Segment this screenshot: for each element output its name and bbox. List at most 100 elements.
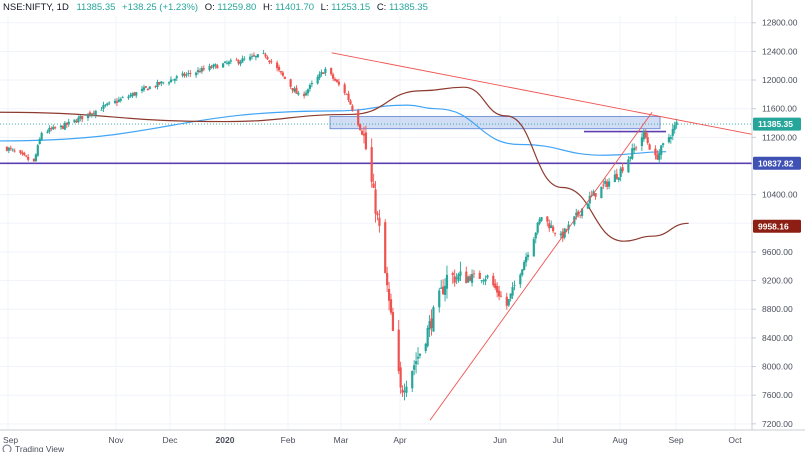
candle-body	[532, 239, 535, 257]
candle-body	[262, 53, 265, 54]
candle	[160, 81, 163, 87]
time-tick-label: Nov	[108, 435, 124, 445]
candle	[94, 110, 97, 119]
price-tick-label: 12000.00	[762, 75, 798, 85]
candle	[54, 126, 57, 130]
candle	[532, 237, 535, 257]
candle-body	[61, 125, 64, 129]
candle	[494, 279, 497, 291]
candle-body	[523, 262, 526, 271]
candle	[492, 272, 495, 288]
symbol-label[interactable]: NSE:NIFTY, 1D	[3, 2, 69, 13]
candle-body	[428, 321, 431, 330]
candle-body	[627, 159, 630, 173]
candle-body	[11, 149, 14, 151]
candle-body	[183, 73, 186, 77]
candle	[523, 260, 526, 271]
candle	[276, 60, 279, 72]
price-tick-label: 8800.00	[762, 304, 793, 314]
candle-body	[580, 208, 584, 217]
candle	[330, 67, 333, 76]
candle	[108, 101, 111, 106]
candle-body	[108, 102, 111, 104]
open-value: 11259.80	[217, 2, 256, 13]
candle	[237, 59, 240, 66]
candle	[372, 173, 375, 189]
candle-body	[469, 276, 472, 281]
candle	[241, 55, 244, 63]
candle	[525, 252, 528, 267]
candle	[11, 148, 14, 152]
candle	[550, 220, 553, 229]
candle	[23, 151, 26, 157]
candle	[21, 150, 24, 156]
candle-body	[401, 389, 404, 393]
symbol-legend[interactable]: NSE:NIFTY, 1D 11385.35 +138.25 (+1.23%) …	[3, 2, 428, 13]
candle	[604, 178, 607, 188]
candle	[194, 71, 198, 78]
close-label: C:	[377, 2, 387, 13]
candle	[223, 61, 227, 64]
candle-body	[673, 125, 676, 130]
candle-body	[372, 183, 375, 188]
candle	[607, 178, 611, 190]
candle-body	[46, 131, 49, 133]
candle-body	[550, 225, 553, 228]
candle-body	[86, 113, 90, 119]
candle	[281, 70, 285, 77]
time-axis[interactable]: Sep Nov Dec 2020 Feb Mar Apr Jun Jul Aug Sep Oct	[3, 435, 742, 445]
candle-body	[403, 391, 406, 393]
candle	[277, 64, 281, 73]
candle-body	[438, 290, 441, 308]
time-tick-label: Mar	[334, 435, 349, 445]
candle	[465, 266, 468, 284]
candle-body	[133, 92, 136, 96]
candle	[36, 143, 39, 157]
descending-trendline	[331, 52, 753, 135]
candle-body	[225, 62, 229, 64]
candle-body	[119, 98, 122, 101]
candle-body	[654, 148, 657, 156]
support-badge-bg	[753, 156, 801, 170]
candle-body	[413, 365, 416, 370]
candle-body	[5, 146, 9, 151]
candle-body	[283, 76, 286, 79]
candle	[613, 170, 616, 183]
price-tick-label: 12400.00	[762, 46, 798, 56]
candle-body	[227, 61, 230, 64]
candle	[52, 124, 55, 131]
candle-body	[364, 132, 368, 150]
candle-body	[617, 177, 620, 180]
candle-body	[322, 72, 325, 74]
candle	[455, 273, 458, 285]
candle	[79, 114, 82, 122]
candle-body	[374, 189, 377, 214]
candle-body	[252, 55, 256, 57]
candle-body	[459, 271, 462, 276]
candle	[347, 90, 350, 103]
moving-averages	[0, 86, 689, 242]
candle	[472, 269, 476, 278]
candle-body	[239, 61, 242, 65]
candle	[156, 79, 159, 90]
candle-body	[320, 72, 323, 75]
candle	[405, 380, 408, 397]
candle-body	[94, 110, 97, 116]
candle	[100, 106, 103, 111]
candle	[249, 53, 252, 62]
candle-body	[104, 104, 107, 106]
candle	[418, 353, 422, 359]
candle-body	[167, 82, 171, 84]
candle	[424, 342, 427, 354]
high-value: 11401.70	[275, 2, 314, 13]
candle-body	[181, 73, 184, 76]
candle	[453, 269, 456, 287]
candle	[559, 230, 562, 239]
candle	[374, 180, 377, 223]
candle	[631, 143, 634, 161]
candle-body	[411, 370, 414, 389]
candle	[50, 126, 53, 132]
time-tick-label: Jul	[553, 435, 564, 445]
